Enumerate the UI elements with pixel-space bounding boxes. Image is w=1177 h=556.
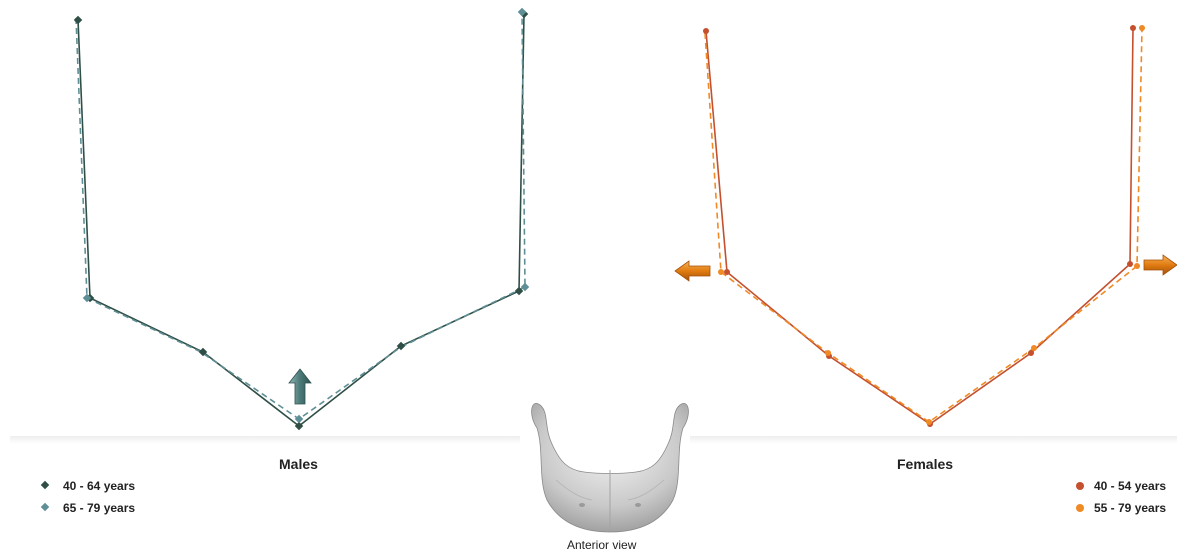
legend-label: 40 - 64 years (63, 479, 136, 493)
males-40-64-point (514, 286, 524, 296)
legend-label: 55 - 79 years (1094, 501, 1167, 515)
legend-item: 65 - 79 years (55, 497, 135, 519)
legend-item: 40 - 64 years (55, 475, 135, 497)
females-40-54-point (1028, 350, 1034, 356)
females-55-79-point (718, 269, 724, 275)
females-40-54-point (724, 269, 730, 275)
males-floor-shadow (10, 436, 520, 444)
females-55-79-line (704, 27, 1143, 423)
males-65-79-point (294, 414, 304, 424)
view-caption: Anterior view (567, 538, 637, 552)
males-40-64-point (396, 341, 406, 351)
females-40-54-point (1130, 25, 1136, 31)
legend-label: 65 - 79 years (63, 501, 136, 515)
legend-marker-females-40-54 (1076, 482, 1084, 490)
males-40-64-point (294, 421, 304, 431)
mandible-icon (531, 403, 689, 533)
males-40-64-markers (73, 9, 529, 431)
females-legend-markers (1076, 482, 1084, 512)
legend-item: 40 - 54 years (1086, 475, 1166, 497)
legend-marker-females-55-79 (1076, 504, 1084, 512)
females-40-54-point (703, 28, 709, 34)
females-55-79-markers (718, 25, 1145, 425)
females-arrow-right-icon (1143, 254, 1177, 276)
males-40-64-line (77, 13, 525, 428)
males-65-79-line (75, 11, 526, 420)
females-55-79-point (1031, 345, 1037, 351)
females-arrow-left-icon (674, 260, 711, 282)
males-arrow-up-icon (288, 368, 312, 405)
females-40-54-point (1127, 261, 1133, 267)
females-55-79-point (926, 419, 932, 425)
legend-label: 40 - 54 years (1094, 479, 1167, 493)
males-legend-markers (40, 480, 50, 512)
males-65-79-point (520, 282, 530, 292)
males-65-79-markers (82, 7, 530, 424)
females-40-54-markers (703, 25, 1136, 427)
males-40-64-point (73, 15, 83, 25)
males-title: Males (279, 456, 318, 472)
females-55-79-point (825, 350, 831, 356)
males-legend: 40 - 64 years 65 - 79 years (55, 475, 135, 519)
legend-marker-males-65-79 (40, 502, 50, 512)
males-outline-group (73, 7, 530, 431)
females-55-79-point (1139, 25, 1145, 31)
females-floor-shadow (690, 436, 1177, 444)
females-40-54-line (705, 27, 1134, 425)
males-40-64-point (198, 347, 208, 357)
females-outline-group (703, 25, 1145, 427)
females-legend: 40 - 54 years 55 - 79 years (1086, 475, 1166, 519)
females-title: Females (897, 456, 954, 472)
legend-item: 55 - 79 years (1086, 497, 1166, 519)
males-65-79-point (82, 293, 92, 303)
legend-marker-males-40-64 (40, 480, 50, 490)
females-55-79-point (1134, 263, 1140, 269)
